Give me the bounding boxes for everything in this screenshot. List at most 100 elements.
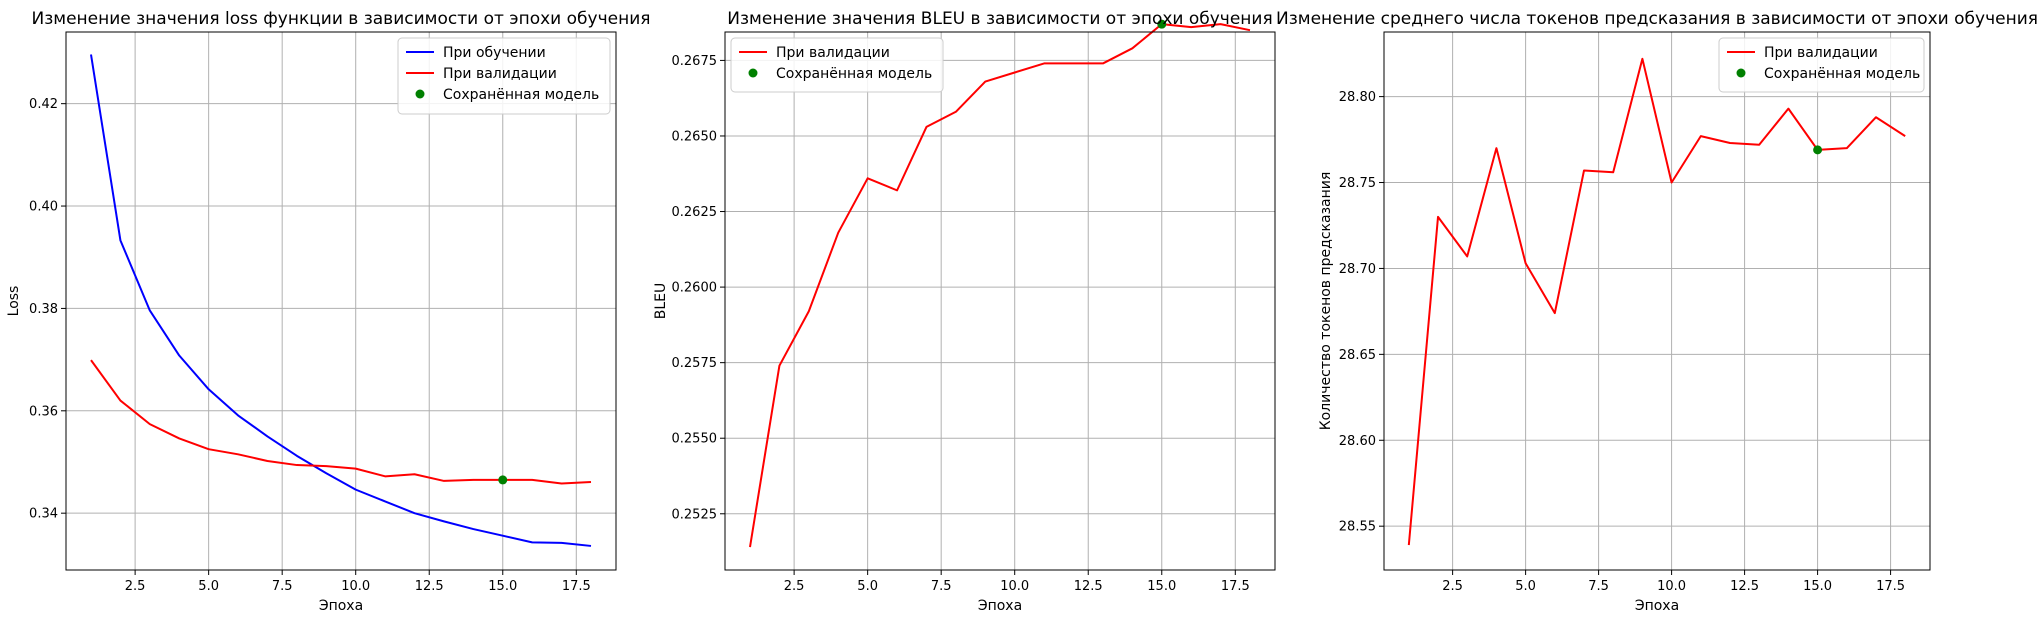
data-point [1727, 141, 1732, 146]
y-tick-label: 28.70 [1339, 262, 1376, 277]
chart-title: Изменение среднего числа токенов предска… [1276, 9, 2038, 29]
legend: При валидации Сохранённая модель [730, 37, 944, 93]
data-point [1042, 61, 1047, 66]
data-point [294, 453, 299, 458]
data-point [471, 527, 476, 532]
axes-frame [724, 31, 1276, 571]
chart-title: Изменение значения BLEU в зависимости от… [727, 9, 1272, 29]
data-point [118, 398, 123, 403]
legend-entry: Сохранённая модель [776, 66, 932, 82]
x-axis-label: Эпоха [319, 598, 363, 614]
y-tick-label: 0.36 [29, 404, 58, 419]
series-line-1 [749, 23, 1251, 548]
data-point [1494, 146, 1499, 151]
data-point [1903, 134, 1908, 139]
data-point [1698, 134, 1703, 139]
x-axis-label: Эпоха [1635, 598, 1679, 614]
data-point [1669, 180, 1674, 185]
legend-entry: При валидации [776, 45, 890, 61]
y-tick-label: 0.34 [29, 507, 58, 522]
data-point [589, 479, 594, 484]
legend-entry: При валидации [1764, 45, 1878, 61]
legend-entry: Сохранённая модель [443, 87, 599, 103]
data-point [1582, 168, 1587, 173]
data-point [500, 533, 505, 538]
x-tick-label: 10.0 [341, 579, 370, 594]
data-point [383, 474, 388, 479]
data-point [1611, 170, 1616, 175]
data-point [118, 238, 123, 243]
data-point [1523, 261, 1528, 266]
x-tick-label: 5.0 [857, 579, 878, 594]
data-point [748, 545, 753, 550]
data-point [441, 478, 446, 483]
data-point [147, 422, 152, 427]
data-point [924, 124, 929, 129]
x-tick-label: 17.5 [1876, 579, 1905, 594]
legend-point-swatch [748, 68, 758, 78]
y-tick-label: 0.2550 [672, 432, 718, 447]
x-tick-label: 17.5 [562, 579, 591, 594]
data-point [294, 463, 299, 468]
x-tick-label: 2.5 [125, 579, 146, 594]
data-point [777, 363, 782, 368]
data-point [559, 540, 564, 545]
data-point [441, 519, 446, 524]
y-axis-label: BLEU [653, 283, 669, 320]
legend-box [730, 37, 944, 93]
data-point [412, 511, 417, 516]
y-tick-label: 0.38 [29, 302, 58, 317]
x-axis-label: Эпоха [978, 598, 1022, 614]
data-point [1406, 543, 1411, 548]
data-point [471, 477, 476, 482]
chart-title: Изменение значения loss функции в зависи… [32, 9, 651, 29]
legend-box [397, 37, 611, 115]
legend-entry: Сохранённая модель [1764, 66, 1920, 82]
legend-point-swatch [1736, 68, 1746, 78]
x-tick-label: 2.5 [784, 579, 805, 594]
data-point [953, 109, 958, 114]
data-point [177, 353, 182, 358]
legend-entry: При обучении [443, 45, 546, 61]
data-point [530, 477, 535, 482]
data-point [806, 309, 811, 314]
x-tick-label: 12.5 [1730, 579, 1759, 594]
y-tick-label: 0.2600 [672, 281, 718, 296]
chart-2: 2.5 5.0 7.5 10.0 12.5 15.0 17.5 0.2525 0.2550 0.2… [653, 9, 1276, 614]
saved-model-point [1157, 19, 1167, 29]
y-tick-label: 28.55 [1339, 520, 1376, 535]
y-tick-label: 0.2675 [672, 54, 718, 69]
y-tick-label: 28.75 [1339, 176, 1376, 191]
y-tick-label: 28.60 [1339, 434, 1376, 449]
saved-model-point [1813, 145, 1823, 155]
y-tick-label: 0.2625 [672, 205, 718, 220]
x-tick-label: 5.0 [198, 579, 219, 594]
series-line-1 [1407, 57, 1906, 546]
data-point [89, 52, 94, 57]
saved-model-point [498, 475, 508, 485]
x-tick-label: 17.5 [1221, 579, 1250, 594]
x-tick-label: 12.5 [415, 579, 444, 594]
data-point [353, 487, 358, 492]
legend: При обучении При валидации Сохранённая мод… [397, 37, 611, 115]
data-point [1436, 214, 1441, 219]
data-point [353, 466, 358, 471]
chart-3: 2.5 5.0 7.5 10.0 12.5 15.0 17.5 28.55 28.60 28.65… [1276, 9, 2038, 614]
y-axis-label: Количество токенов предсказания [1318, 172, 1334, 431]
data-point [836, 230, 841, 235]
x-tick-label: 2.5 [1442, 579, 1463, 594]
data-point [1012, 70, 1017, 75]
data-point [895, 188, 900, 193]
y-tick-label: 0.2650 [672, 129, 718, 144]
data-point [412, 472, 417, 477]
x-tick-label: 10.0 [1657, 579, 1686, 594]
data-point [559, 481, 564, 486]
data-point [236, 452, 241, 457]
data-point [265, 458, 270, 463]
data-point [1786, 106, 1791, 111]
data-point [383, 499, 388, 504]
x-tick-label: 10.0 [1000, 579, 1029, 594]
x-tick-label: 7.5 [931, 579, 952, 594]
x-tick-label: 12.5 [1074, 579, 1103, 594]
y-tick-label: 0.2525 [672, 507, 718, 522]
